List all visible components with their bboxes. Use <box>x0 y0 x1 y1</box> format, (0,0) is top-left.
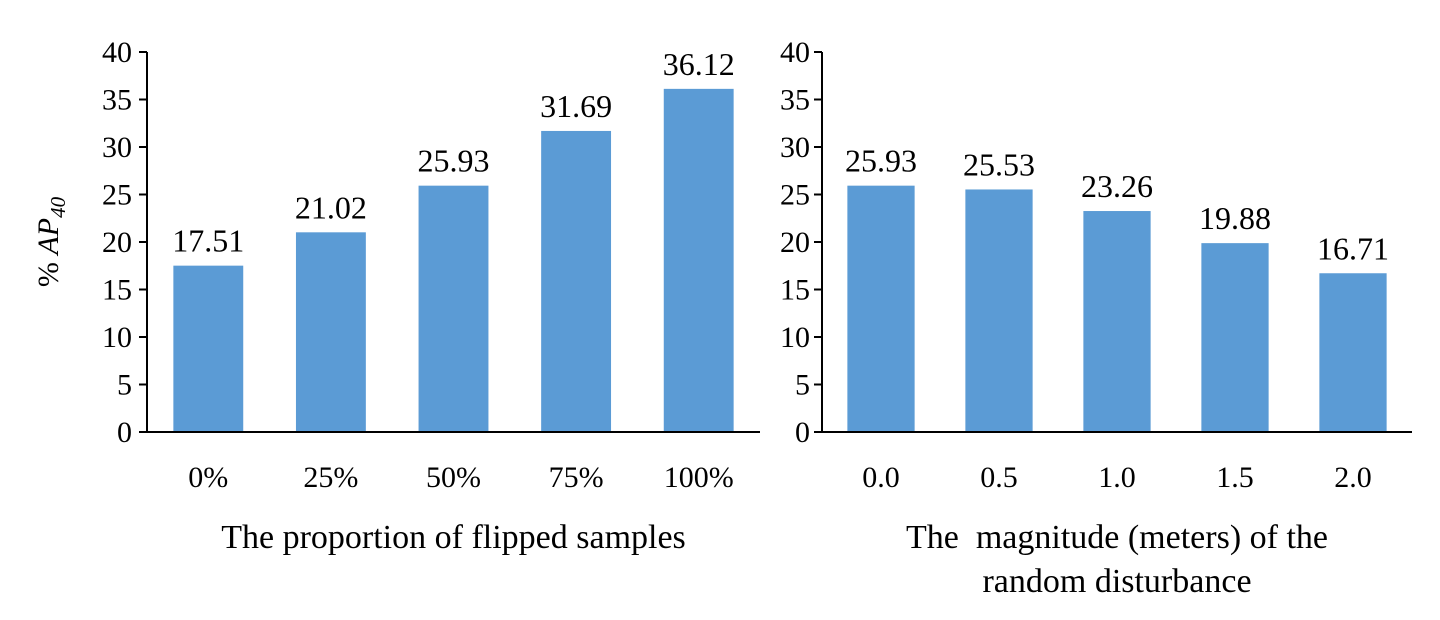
x-tick-label: 75% <box>549 461 604 494</box>
y-tick-label: 25 <box>780 179 810 212</box>
data-label: 16.71 <box>1317 230 1389 266</box>
data-label: 21.02 <box>295 189 367 225</box>
y-tick-label: 35 <box>102 84 132 117</box>
bar <box>173 265 244 432</box>
data-label: 25.53 <box>963 146 1035 182</box>
y-tick-label: 15 <box>102 274 132 307</box>
y-tick-label: 20 <box>780 226 810 259</box>
x-tick-label: 1.0 <box>1098 461 1136 494</box>
y-tick-label: 5 <box>117 369 132 402</box>
x-tick-label: 1.5 <box>1216 461 1254 494</box>
data-label: 31.69 <box>540 88 612 124</box>
bar <box>1319 273 1387 432</box>
y-tick-label: 10 <box>780 321 810 354</box>
x-tick-label: 25% <box>303 461 358 494</box>
x-axis-label: The magnitude (meters) of the <box>906 519 1328 556</box>
y-tick-label: 0 <box>117 416 132 449</box>
x-axis-label: random disturbance <box>982 563 1251 600</box>
y-axis-label: % AP40 <box>32 196 70 287</box>
bar <box>1083 211 1151 432</box>
x-tick-label: 0.0 <box>862 461 900 494</box>
data-label: 23.26 <box>1081 168 1153 204</box>
y-tick-label: 30 <box>102 131 132 164</box>
data-label: 17.51 <box>172 223 244 259</box>
y-tick-label: 40 <box>780 36 810 69</box>
bar <box>418 185 489 432</box>
x-axis-label: The proportion of flipped samples <box>221 519 686 556</box>
data-label: 25.93 <box>418 143 490 179</box>
y-tick-label: 0 <box>795 416 810 449</box>
y-tick-label: 40 <box>102 36 132 69</box>
bar <box>295 232 366 432</box>
bar <box>663 88 734 433</box>
y-tick-label: 15 <box>780 274 810 307</box>
x-tick-label: 0% <box>188 461 228 494</box>
x-tick-label: 100% <box>664 461 734 494</box>
y-tick-label: 5 <box>795 369 810 402</box>
x-tick-label: 2.0 <box>1334 461 1372 494</box>
chart-flipped-samples: 0 5 10 15 20 25 30 35 40 17.51 0% 21.02 25% 25.93 50% 3… <box>102 36 760 556</box>
bar <box>965 189 1033 432</box>
y-tick-label: 10 <box>102 321 132 354</box>
bar <box>1201 243 1269 432</box>
x-tick-label: 0.5 <box>980 461 1018 494</box>
chart-random-disturbance: 0 5 10 15 20 25 30 35 40 25.93 0.0 25.53 0.5 23.26 1.0… <box>780 36 1412 600</box>
bar <box>847 185 915 432</box>
data-label: 19.88 <box>1199 200 1271 236</box>
y-tick-label: 35 <box>780 84 810 117</box>
y-tick-label: 25 <box>102 179 132 212</box>
y-tick-label: 20 <box>102 226 132 259</box>
x-tick-label: 50% <box>426 461 481 494</box>
data-label: 36.12 <box>663 46 735 82</box>
data-label: 25.93 <box>845 143 917 179</box>
y-tick-label: 30 <box>780 131 810 164</box>
bar <box>541 130 612 432</box>
